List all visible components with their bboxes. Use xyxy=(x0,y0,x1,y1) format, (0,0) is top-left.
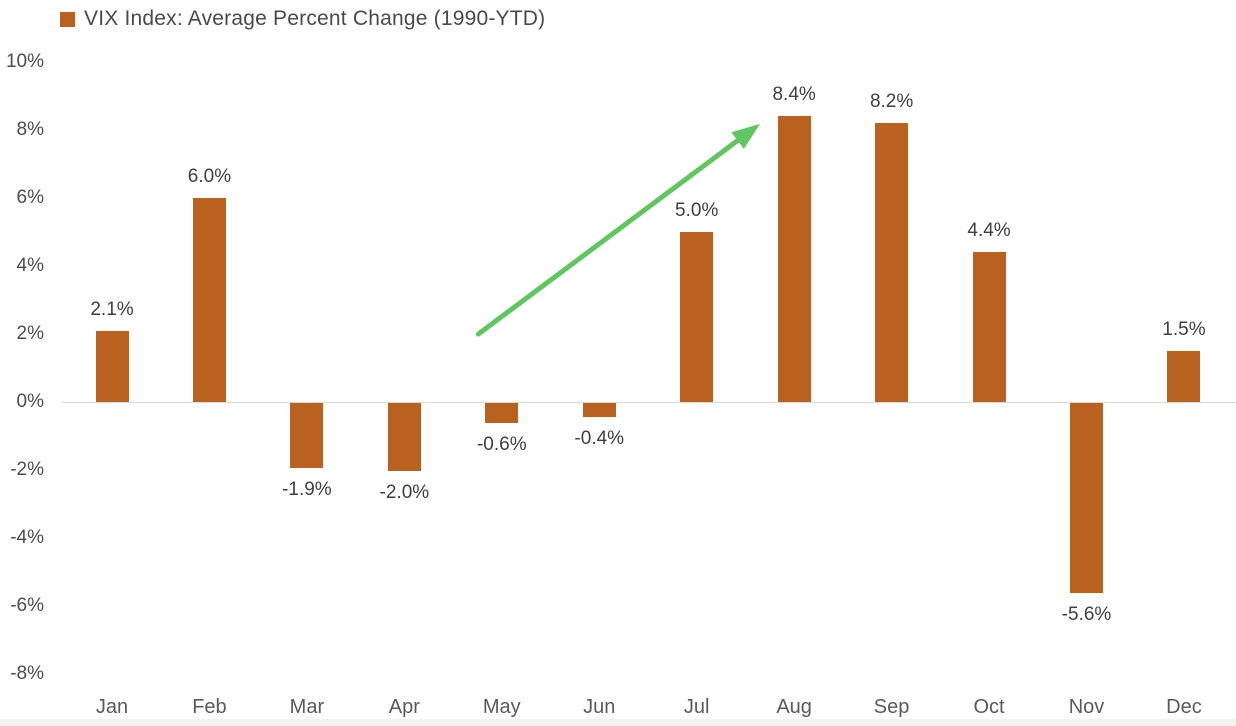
value-label-jul: 5.0% xyxy=(675,200,719,221)
bar-dec xyxy=(1167,351,1201,402)
value-label-apr: -2.0% xyxy=(379,482,430,503)
bar-nov xyxy=(1070,403,1103,594)
x-tick-label-feb: Feb xyxy=(192,696,227,718)
bottom-edge-strip xyxy=(0,719,1236,726)
y-tick-label--2: -2% xyxy=(10,459,44,480)
chart-legend: VIX Index: Average Percent Change (1990-… xyxy=(60,7,545,31)
x-tick-label-jul: Jul xyxy=(683,696,710,718)
bar-oct xyxy=(972,252,1006,402)
legend-series-swatch-icon xyxy=(60,11,75,27)
value-label-dec: 1.5% xyxy=(1162,319,1206,340)
x-tick-label-dec: Dec xyxy=(1166,696,1202,718)
y-tick-label--4: -4% xyxy=(10,527,44,548)
x-tick-label-jun: Jun xyxy=(583,696,616,718)
bar-jul xyxy=(680,232,714,402)
value-label-jun: -0.4% xyxy=(574,427,625,449)
bar-apr xyxy=(387,403,421,471)
zero-baseline-axis-line xyxy=(62,402,1236,403)
y-tick-label--6: -6% xyxy=(10,595,44,616)
value-label-jan: 2.1% xyxy=(90,298,134,320)
x-tick-label-oct: Oct xyxy=(973,696,1005,718)
y-tick-label-6: 6% xyxy=(16,187,44,208)
value-label-may: -0.6% xyxy=(476,434,527,456)
y-tick-label-0: 0% xyxy=(16,391,44,412)
value-label-mar: -1.9% xyxy=(282,478,332,500)
value-label-sep: 8.2% xyxy=(869,91,914,113)
value-label-nov: -5.6% xyxy=(1061,604,1112,626)
x-tick-label-apr: Apr xyxy=(388,696,420,718)
x-tick-label-may: May xyxy=(482,696,521,718)
y-tick-label-2: 2% xyxy=(16,323,44,344)
x-tick-label-mar: Mar xyxy=(289,696,325,718)
bar-sep xyxy=(875,123,909,402)
x-tick-label-nov: Nov xyxy=(1068,696,1105,718)
x-tick-label-sep: Sep xyxy=(873,696,910,718)
bar-mar xyxy=(290,403,324,468)
bar-jan xyxy=(95,330,129,402)
y-tick-label-10: 10% xyxy=(5,51,44,72)
value-label-feb: 6.0% xyxy=(187,166,232,187)
bar-may xyxy=(485,403,519,424)
y-tick-label--8: -8% xyxy=(10,663,44,684)
chart-title: VIX Index: Average Percent Change (1990-… xyxy=(84,7,546,30)
x-tick-label-jan: Jan xyxy=(95,696,129,718)
bar-aug xyxy=(777,116,811,402)
y-tick-label-4: 4% xyxy=(16,255,44,276)
bar-jun xyxy=(582,403,616,417)
x-tick-label-aug: Aug xyxy=(776,696,812,718)
value-label-aug: 8.4% xyxy=(772,84,816,106)
bar-feb xyxy=(192,198,226,402)
y-tick-label-8: 8% xyxy=(16,119,44,140)
value-label-oct: 4.4% xyxy=(967,220,1011,242)
